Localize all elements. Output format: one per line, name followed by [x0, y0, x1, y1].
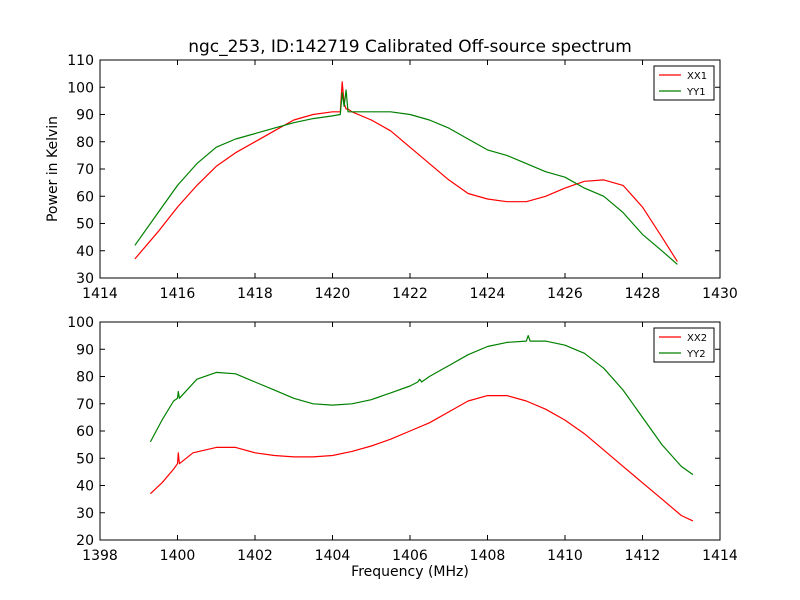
- bottom-panel: Frequency (MHz) 1398 1400 1402 1404 1406 1408…: [67, 315, 738, 580]
- top-y-tick-label: 30: [76, 271, 94, 287]
- bottom-y-tick-label: 70: [76, 397, 94, 413]
- top-x-tick-label: 1430: [702, 286, 738, 302]
- top-y-tick-label: 90: [76, 108, 94, 124]
- top-y-axis-label: Power in Kelvin: [45, 116, 61, 222]
- top-x-tick-label: 1420: [315, 286, 351, 302]
- bottom-x-tick-label: 1406: [392, 548, 428, 564]
- bottom-x-axis-label: Frequency (MHz): [351, 564, 469, 580]
- legend-label-xx2: XX2: [687, 333, 707, 344]
- top-y-tick-label: 80: [76, 135, 94, 151]
- bottom-y-tick-label: 50: [76, 451, 94, 467]
- top-y-tick-label: 60: [76, 189, 94, 205]
- top-y-tick-label: 70: [76, 162, 94, 178]
- top-x-tick-label: 1426: [547, 286, 583, 302]
- top-chart-title: ngc_253, ID:142719 Calibrated Off-source…: [188, 37, 632, 57]
- series-line-yy1: [134, 89, 678, 265]
- top-y-tick-label: 50: [76, 217, 94, 233]
- bottom-y-tick-label: 90: [76, 342, 94, 358]
- series-line-xx2: [149, 395, 694, 522]
- bottom-x-tick-label: 1402: [237, 548, 273, 564]
- bottom-y-tick-label: 80: [76, 370, 94, 386]
- legend-label-yy1: YY1: [686, 87, 706, 98]
- bottom-y-tick-label: 20: [76, 533, 94, 549]
- bottom-x-tick-label: 1398: [82, 548, 118, 564]
- top-panel: ngc_253, ID:142719 Calibrated Off-source…: [45, 37, 738, 302]
- bottom-y-tick-label: 30: [76, 506, 94, 522]
- top-x-tick-label: 1422: [392, 286, 428, 302]
- bottom-x-tick-label: 1404: [315, 548, 351, 564]
- bottom-x-tick-label: 1412: [625, 548, 661, 564]
- top-y-tick-label: 100: [67, 80, 94, 96]
- legend-label-yy2: YY2: [686, 349, 706, 360]
- legend-label-xx1: XX1: [687, 71, 707, 82]
- bottom-x-tick-label: 1408: [470, 548, 506, 564]
- series-line-xx1: [134, 81, 678, 262]
- bottom-y-tick-label: 100: [67, 315, 94, 331]
- top-x-tick-label: 1418: [237, 286, 273, 302]
- top-x-tick-label: 1416: [160, 286, 196, 302]
- top-y-tick-label: 40: [76, 244, 94, 260]
- bottom-x-tick-label: 1410: [547, 548, 583, 564]
- series-line-yy2: [149, 335, 694, 476]
- bottom-x-tick-label: 1400: [160, 548, 196, 564]
- bottom-y-tick-label: 40: [76, 479, 94, 495]
- top-x-tick-label: 1428: [625, 286, 661, 302]
- top-x-tick-label: 1414: [82, 286, 118, 302]
- bottom-y-tick-label: 60: [76, 424, 94, 440]
- top-y-tick-label: 110: [67, 53, 94, 69]
- bottom-x-tick-label: 1414: [702, 548, 738, 564]
- top-x-tick-label: 1424: [470, 286, 506, 302]
